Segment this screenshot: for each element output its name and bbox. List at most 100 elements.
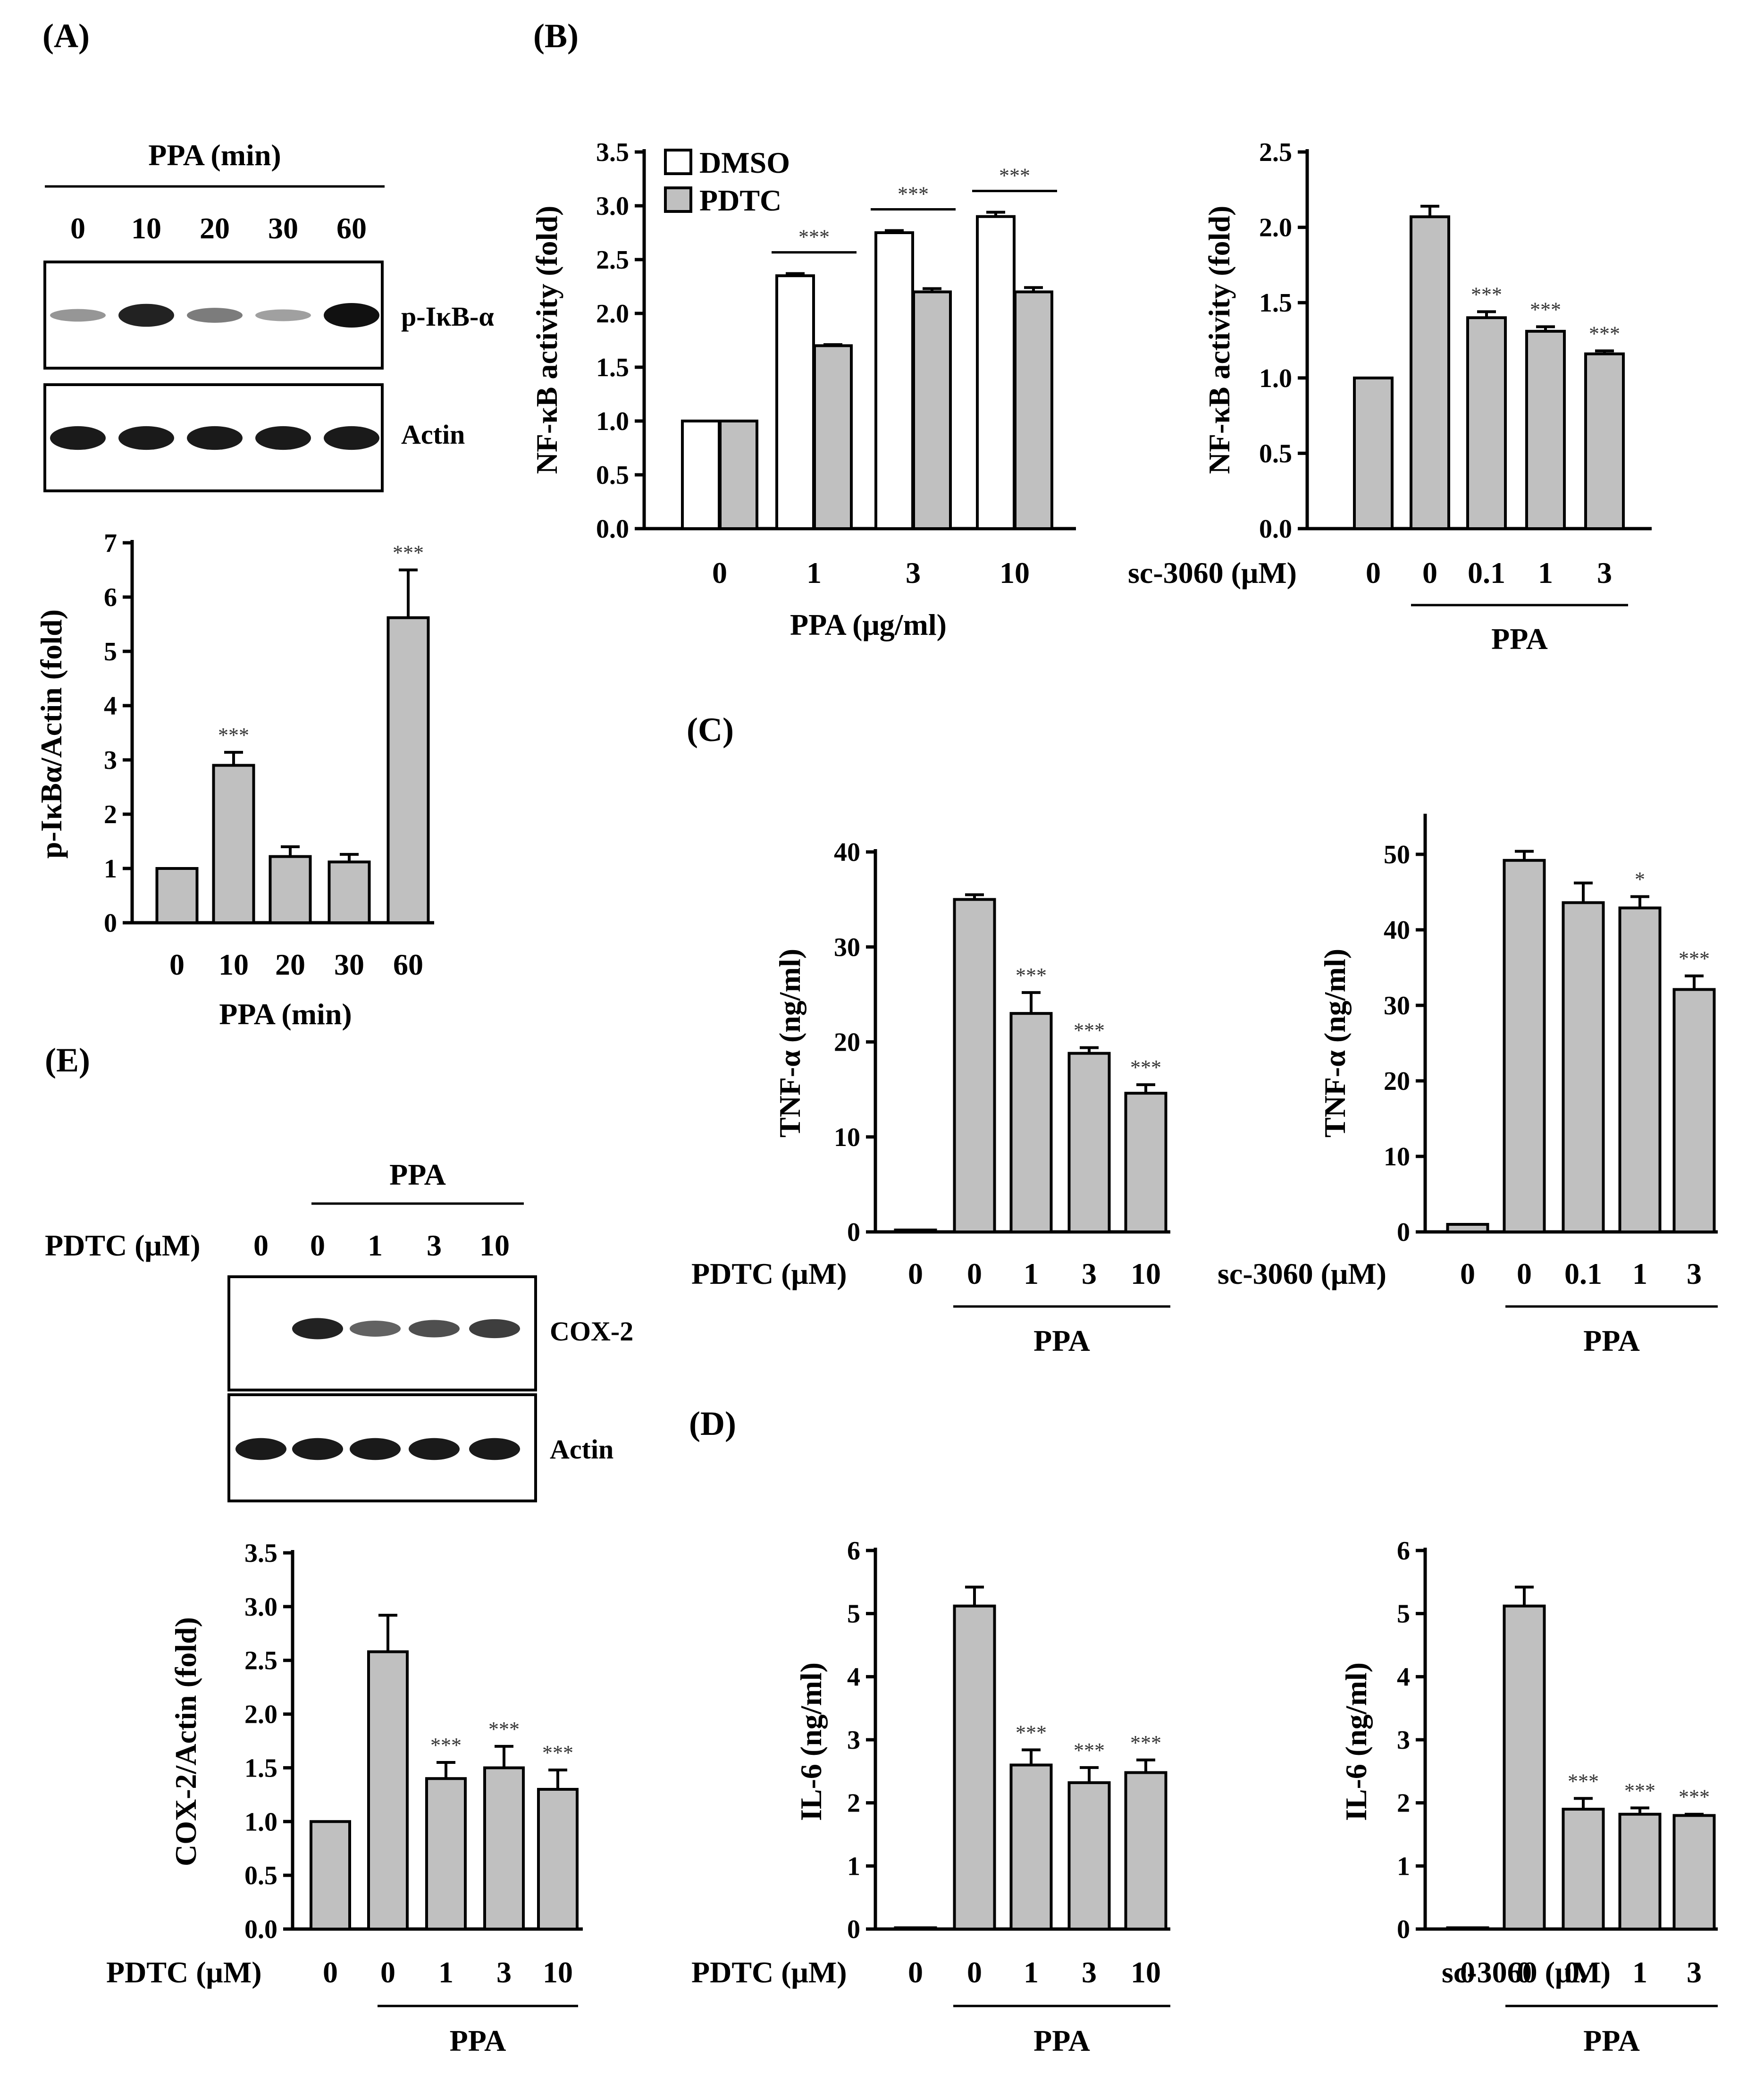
value-bar [1124, 1771, 1168, 1930]
value-bar [1672, 988, 1716, 1233]
y-tick-label: 0 [104, 909, 117, 938]
chart-C_left: 0 10 20 30 40 TNF-α (ng/ml) 0 0 *** 1 *** 3 *** 10 PDT… [691, 838, 1170, 1357]
value-bar [894, 1228, 937, 1234]
y-tick-label: 1.0 [1259, 364, 1292, 393]
value-bar [537, 1787, 579, 1930]
y-tick-label: 1.0 [596, 407, 629, 436]
value-bar [1067, 1781, 1111, 1930]
y-tick-label: 1.5 [596, 353, 629, 382]
blot-e-label-cox2: COX-2 [550, 1316, 633, 1347]
x-tick-label: 1 [1632, 1955, 1647, 1989]
x-tick-label: 0 [380, 1955, 395, 1989]
significance-stars: *** [1568, 1770, 1599, 1793]
significance-stars: *** [1130, 1056, 1161, 1079]
panel-label-d: (D) [689, 1405, 736, 1442]
panel-label-a: (A) [42, 17, 90, 55]
x-tick-label: 0 [908, 1955, 923, 1989]
significance-stars: *** [1016, 964, 1047, 987]
y-tick-label: 30 [834, 933, 860, 962]
y-tick-label: 6 [847, 1536, 860, 1566]
value-bar [1446, 1223, 1489, 1233]
y-axis-title: TNF-α (ng/ml) [773, 949, 806, 1138]
group-label: PPA [1583, 2024, 1640, 2057]
x-tick-label: 3 [1687, 1955, 1702, 1989]
x-tick-label: 3 [1082, 1257, 1097, 1290]
x-tick-label: 3 [1687, 1257, 1702, 1290]
blot-a-title: PPA (min) [148, 138, 281, 172]
value-bar [155, 867, 199, 924]
pdtc-bar [719, 420, 758, 530]
dmso-bar [775, 274, 815, 530]
x-tick-label: 0 [1517, 1257, 1532, 1290]
x-tick-label: 0 [169, 948, 185, 981]
blot-e: PPA PDTC (μM) 0 0 1 3 10 COX-2 Actin [45, 1158, 633, 1502]
dmso-bar [976, 215, 1016, 530]
significance-stars: *** [1130, 1731, 1161, 1754]
value-bar [212, 764, 255, 924]
legend-pdtc-label: PDTC [699, 184, 781, 217]
x-tick-label: 3 [1082, 1955, 1097, 1989]
blot-a-lane-label: 10 [131, 211, 161, 245]
band [118, 303, 174, 327]
x-tick-label: 1 [1024, 1955, 1039, 1989]
x-tick-label: 3 [496, 1955, 512, 1989]
treatment-label: PDTC (μM) [691, 1955, 847, 1989]
value-bar [483, 1766, 525, 1930]
value-bar [1672, 1814, 1716, 1930]
blot-a-lane-label: 30 [268, 211, 298, 245]
blot-e-lane-label: 0 [310, 1229, 325, 1262]
x-tick-label: 10 [1000, 556, 1030, 590]
value-bar [367, 1650, 409, 1930]
band [469, 1319, 520, 1339]
significance-stars: *** [1624, 1779, 1655, 1802]
value-bar [1410, 215, 1450, 531]
value-bar [1009, 1763, 1053, 1930]
y-tick-label: 2 [847, 1789, 860, 1818]
treatment-label: PDTC (μM) [691, 1257, 847, 1290]
x-tick-label: 20 [275, 948, 305, 981]
y-tick-label: 6 [104, 583, 117, 612]
band [409, 1438, 460, 1460]
treatment-label: PDTC (μM) [106, 1955, 262, 1989]
value-bar [1618, 906, 1662, 1233]
value-bar [1009, 1012, 1053, 1233]
x-tick-label: 0 [1517, 1955, 1532, 1989]
legend-dmso-swatch [664, 149, 692, 175]
value-bar [386, 616, 430, 924]
y-tick-label: 5 [1397, 1600, 1410, 1629]
significance-stars: *** [1016, 1721, 1047, 1744]
x-tick-label: 0 [712, 556, 727, 590]
group-label: PPA [450, 2024, 506, 2057]
band [350, 1438, 401, 1460]
x-tick-label: 1 [438, 1955, 454, 1989]
x-axis-title: PPA (min) [219, 997, 352, 1031]
x-tick-label: 1 [806, 556, 822, 590]
band [292, 1438, 343, 1460]
x-tick-label: 60 [393, 948, 423, 981]
y-tick-label: 2.0 [244, 1700, 277, 1729]
value-bar [894, 1926, 937, 1931]
y-tick-label: 6 [1397, 1536, 1410, 1566]
y-tick-label: 40 [834, 838, 860, 867]
blot-e-lane-label: 10 [479, 1229, 510, 1262]
group-label: PPA [1491, 622, 1548, 656]
significance-stars: * [1635, 868, 1645, 891]
dmso-bar [681, 420, 721, 530]
value-bar [1446, 1926, 1489, 1931]
band [50, 309, 106, 322]
y-tick-label: 3.5 [596, 138, 629, 167]
value-bar [1562, 1808, 1605, 1931]
significance-stars: *** [999, 164, 1030, 187]
y-tick-label: 2 [104, 800, 117, 829]
significance-stars: *** [1074, 1739, 1105, 1762]
y-tick-label: 50 [1384, 840, 1410, 869]
x-tick-label: 1 [1538, 556, 1553, 590]
significance-stars: *** [1471, 283, 1502, 306]
band [187, 308, 243, 323]
value-bar [425, 1777, 467, 1930]
y-tick-label: 5 [847, 1600, 860, 1629]
x-tick-label: 0.1 [1564, 1955, 1602, 1989]
significance-stars: *** [1679, 947, 1710, 970]
